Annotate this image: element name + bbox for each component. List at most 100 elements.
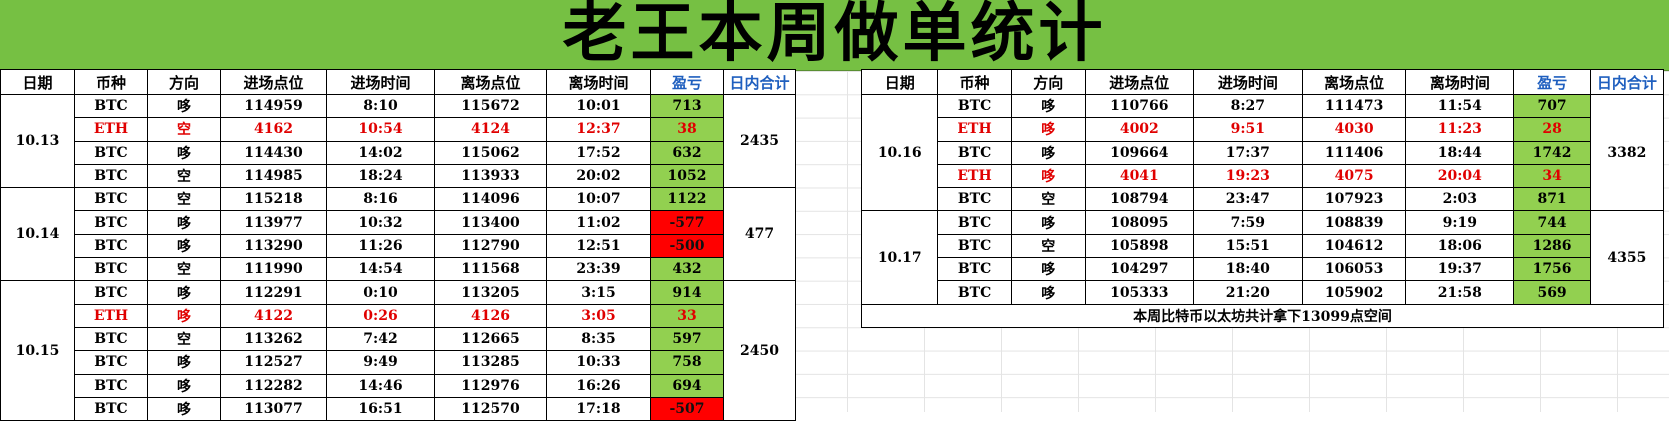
- coin-cell[interactable]: BTC: [74, 280, 148, 305]
- exit-price-cell[interactable]: 108839: [1301, 210, 1407, 235]
- exit-price-cell[interactable]: 4075: [1301, 163, 1407, 189]
- exit-price-cell[interactable]: 4126: [434, 303, 547, 328]
- direction-cell[interactable]: 哆: [147, 280, 221, 305]
- exit-time-cell[interactable]: 10:01: [546, 93, 651, 119]
- exit-price-cell[interactable]: 114096: [434, 187, 547, 212]
- date-cell[interactable]: 10.17: [860, 210, 939, 305]
- coin-cell[interactable]: BTC: [74, 163, 148, 189]
- direction-cell[interactable]: 哆: [1010, 117, 1086, 142]
- direction-cell[interactable]: 空: [147, 117, 221, 142]
- direction-cell[interactable]: 哆: [1010, 210, 1086, 235]
- exit-price-cell[interactable]: 113205: [434, 280, 547, 305]
- entry-price-cell[interactable]: 112282: [220, 373, 327, 398]
- entry-price-cell[interactable]: 110766: [1084, 93, 1194, 119]
- entry-time-cell[interactable]: 18:24: [326, 163, 435, 189]
- pnl-cell[interactable]: 1122: [650, 187, 724, 212]
- entry-price-cell[interactable]: 112527: [220, 350, 327, 375]
- entry-price-cell[interactable]: 114959: [220, 93, 327, 119]
- entry-price-cell[interactable]: 113977: [220, 210, 327, 235]
- coin-cell[interactable]: BTC: [74, 373, 148, 398]
- entry-time-cell[interactable]: 17:37: [1192, 140, 1303, 165]
- direction-cell[interactable]: 哆: [147, 140, 221, 165]
- entry-time-cell[interactable]: 21:20: [1192, 280, 1303, 305]
- entry-time-cell[interactable]: 7:42: [326, 326, 435, 352]
- exit-price-cell[interactable]: 111406: [1301, 140, 1407, 165]
- entry-time-cell[interactable]: 19:23: [1192, 163, 1303, 189]
- entry-time-cell[interactable]: 15:51: [1192, 233, 1303, 259]
- coin-cell[interactable]: BTC: [937, 280, 1012, 305]
- exit-time-cell[interactable]: 3:15: [546, 280, 651, 305]
- entry-price-cell[interactable]: 108095: [1084, 210, 1194, 235]
- direction-cell[interactable]: 哆: [147, 396, 221, 421]
- date-cell[interactable]: 10.16: [860, 93, 939, 212]
- coin-cell[interactable]: BTC: [937, 257, 1012, 282]
- exit-time-cell[interactable]: 11:02: [546, 210, 651, 235]
- exit-time-cell[interactable]: 10:07: [546, 187, 651, 212]
- entry-time-cell[interactable]: 0:26: [326, 303, 435, 328]
- exit-time-cell[interactable]: 18:06: [1405, 233, 1515, 259]
- exit-time-cell[interactable]: 19:37: [1405, 257, 1515, 282]
- daily-total-cell[interactable]: 2435: [723, 93, 796, 189]
- entry-time-cell[interactable]: 7:59: [1192, 210, 1303, 235]
- direction-cell[interactable]: 哆: [147, 93, 221, 119]
- exit-price-cell[interactable]: 4124: [434, 117, 547, 142]
- exit-time-cell[interactable]: 2:03: [1405, 187, 1515, 212]
- entry-price-cell[interactable]: 109664: [1084, 140, 1194, 165]
- direction-cell[interactable]: 空: [1010, 187, 1086, 212]
- entry-time-cell[interactable]: 8:16: [326, 187, 435, 212]
- exit-time-cell[interactable]: 18:44: [1405, 140, 1515, 165]
- exit-time-cell[interactable]: 17:52: [546, 140, 651, 165]
- coin-cell[interactable]: BTC: [937, 187, 1012, 212]
- exit-time-cell[interactable]: 8:35: [546, 326, 651, 352]
- direction-cell[interactable]: 哆: [1010, 163, 1086, 189]
- direction-cell[interactable]: 哆: [147, 373, 221, 398]
- direction-cell[interactable]: 哆: [147, 210, 221, 235]
- coin-cell[interactable]: BTC: [74, 233, 148, 259]
- pnl-cell[interactable]: 1742: [1513, 140, 1591, 165]
- coin-cell[interactable]: ETH: [937, 117, 1012, 142]
- entry-price-cell[interactable]: 104297: [1084, 257, 1194, 282]
- entry-price-cell[interactable]: 113262: [220, 326, 327, 352]
- entry-price-cell[interactable]: 114985: [220, 163, 327, 189]
- exit-time-cell[interactable]: 20:02: [546, 163, 651, 189]
- entry-price-cell[interactable]: 115218: [220, 187, 327, 212]
- entry-time-cell[interactable]: 9:49: [326, 350, 435, 375]
- direction-cell[interactable]: 哆: [147, 350, 221, 375]
- exit-time-cell[interactable]: 20:04: [1405, 163, 1515, 189]
- daily-total-cell[interactable]: 2450: [723, 280, 796, 421]
- coin-cell[interactable]: BTC: [74, 210, 148, 235]
- coin-cell[interactable]: BTC: [937, 233, 1012, 259]
- coin-cell[interactable]: ETH: [937, 163, 1012, 189]
- pnl-cell[interactable]: 1286: [1513, 233, 1591, 259]
- entry-time-cell[interactable]: 9:51: [1192, 117, 1303, 142]
- entry-price-cell[interactable]: 4162: [220, 117, 327, 142]
- exit-price-cell[interactable]: 113285: [434, 350, 547, 375]
- exit-time-cell[interactable]: 12:37: [546, 117, 651, 142]
- exit-price-cell[interactable]: 107923: [1301, 187, 1407, 212]
- direction-cell[interactable]: 哆: [1010, 280, 1086, 305]
- direction-cell[interactable]: 空: [147, 187, 221, 212]
- date-cell[interactable]: 10.13: [0, 93, 75, 189]
- entry-time-cell[interactable]: 8:27: [1192, 93, 1303, 119]
- exit-price-cell[interactable]: 113933: [434, 163, 547, 189]
- daily-total-cell[interactable]: 4355: [1589, 210, 1665, 305]
- date-cell[interactable]: 10.14: [0, 187, 75, 282]
- exit-price-cell[interactable]: 105902: [1301, 280, 1407, 305]
- exit-price-cell[interactable]: 115672: [434, 93, 547, 119]
- coin-cell[interactable]: BTC: [74, 350, 148, 375]
- entry-time-cell[interactable]: 18:40: [1192, 257, 1303, 282]
- pnl-cell[interactable]: 707: [1513, 93, 1591, 119]
- coin-cell[interactable]: BTC: [937, 93, 1012, 119]
- entry-time-cell[interactable]: 14:02: [326, 140, 435, 165]
- coin-cell[interactable]: BTC: [74, 326, 148, 352]
- exit-price-cell[interactable]: 106053: [1301, 257, 1407, 282]
- entry-price-cell[interactable]: 4122: [220, 303, 327, 328]
- entry-price-cell[interactable]: 111990: [220, 257, 327, 282]
- exit-price-cell[interactable]: 112976: [434, 373, 547, 398]
- exit-price-cell[interactable]: 111473: [1301, 93, 1407, 119]
- entry-time-cell[interactable]: 10:54: [326, 117, 435, 142]
- pnl-cell[interactable]: -500: [650, 233, 724, 259]
- exit-price-cell[interactable]: 115062: [434, 140, 547, 165]
- daily-total-cell[interactable]: 3382: [1589, 93, 1665, 212]
- entry-price-cell[interactable]: 108794: [1084, 187, 1194, 212]
